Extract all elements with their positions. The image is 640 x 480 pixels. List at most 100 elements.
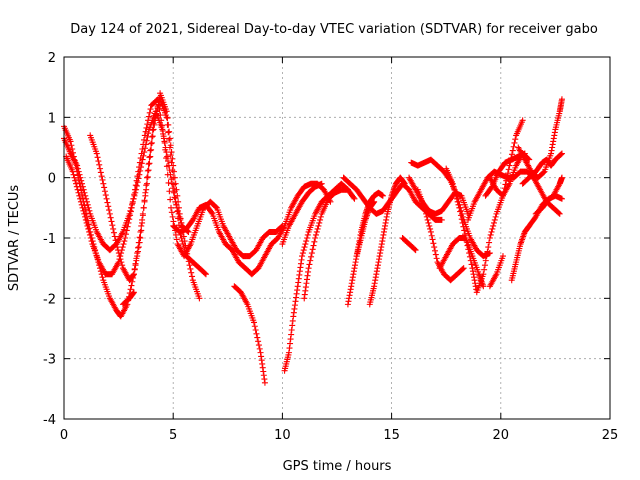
data-point [145, 174, 151, 180]
data-point [166, 137, 172, 143]
data-point [166, 180, 172, 186]
data-point [256, 342, 262, 348]
data-point [487, 235, 493, 241]
data-point [168, 205, 174, 211]
data-point [166, 129, 172, 135]
data-point [428, 229, 434, 235]
x-tick-label: 10 [274, 428, 291, 443]
data-point [314, 229, 320, 235]
x-tick-label: 5 [169, 428, 177, 443]
data-point [300, 250, 306, 256]
data-point [119, 247, 125, 253]
data-point [121, 241, 127, 247]
data-point [107, 211, 113, 217]
data-point [492, 217, 498, 223]
data-point [489, 226, 495, 232]
data-point [169, 209, 175, 215]
data-point [149, 140, 155, 146]
data-point [430, 237, 436, 243]
data-point [130, 200, 136, 206]
data-point [135, 249, 141, 255]
series-arc-23 [487, 253, 506, 289]
data-point [559, 96, 565, 102]
data-point [307, 258, 313, 264]
data-point [144, 181, 150, 187]
data-point [303, 238, 309, 244]
data-point [105, 203, 111, 209]
data-point [146, 167, 152, 173]
data-point [146, 154, 152, 160]
data-point [146, 161, 152, 167]
data-point [137, 234, 143, 240]
y-tick-label: -2 [43, 292, 56, 307]
data-point [147, 148, 153, 154]
data-point [482, 262, 488, 268]
data-point [164, 154, 170, 160]
y-tick-label: -4 [43, 413, 56, 428]
data-point [510, 148, 516, 154]
data-point [167, 135, 173, 141]
data-point [109, 218, 115, 224]
data-point [147, 110, 153, 116]
data-point [432, 248, 438, 254]
data-point [103, 192, 109, 198]
x-tick-label: 20 [493, 428, 510, 443]
data-point [160, 128, 166, 134]
data-point [95, 154, 101, 160]
y-tick-label: 0 [48, 172, 56, 187]
data-point [427, 226, 433, 232]
data-point [171, 190, 177, 196]
data-point [104, 196, 110, 202]
series-arc-21 [465, 169, 563, 223]
data-point [112, 233, 118, 239]
data-point [434, 255, 440, 261]
data-point [481, 267, 487, 273]
series-arc-12 [345, 190, 386, 308]
data-point [317, 217, 323, 223]
data-point [254, 335, 260, 341]
data-point [95, 158, 101, 164]
data-point [299, 253, 305, 259]
data-point [252, 323, 258, 329]
data-point [310, 246, 316, 252]
data-point [257, 346, 263, 352]
data-point [117, 253, 123, 259]
x-tick-label: 0 [60, 428, 68, 443]
data-point [145, 168, 151, 174]
data-point [146, 114, 152, 120]
data-point [110, 226, 116, 232]
data-point [121, 238, 127, 244]
data-point [143, 182, 149, 188]
data-point [253, 327, 259, 333]
data-point [144, 121, 150, 127]
data-point [138, 227, 144, 233]
data-point [301, 247, 307, 253]
data-point [166, 188, 172, 194]
data-point [140, 212, 146, 218]
data-point [102, 188, 108, 194]
data-point [97, 166, 103, 172]
data-points [61, 90, 565, 386]
data-point [511, 140, 517, 146]
data-point [141, 205, 147, 211]
data-point [142, 197, 148, 203]
data-point [262, 380, 268, 386]
data-point [486, 240, 492, 246]
data-point [130, 196, 136, 202]
data-point [189, 273, 195, 279]
data-point [430, 240, 436, 246]
data-point [137, 229, 143, 235]
data-point [75, 187, 81, 193]
data-point [493, 214, 499, 220]
data-point [174, 237, 180, 243]
axis-ticks: 0 5 10 15 20 25-4-3-2-1012 [43, 51, 618, 443]
data-point [306, 261, 312, 267]
data-point [302, 241, 308, 247]
data-point [165, 129, 171, 135]
data-point [148, 141, 154, 147]
data-point [512, 136, 518, 142]
data-point [150, 133, 156, 139]
data-point [311, 239, 317, 245]
data-point [143, 125, 149, 131]
data-point [132, 267, 138, 273]
